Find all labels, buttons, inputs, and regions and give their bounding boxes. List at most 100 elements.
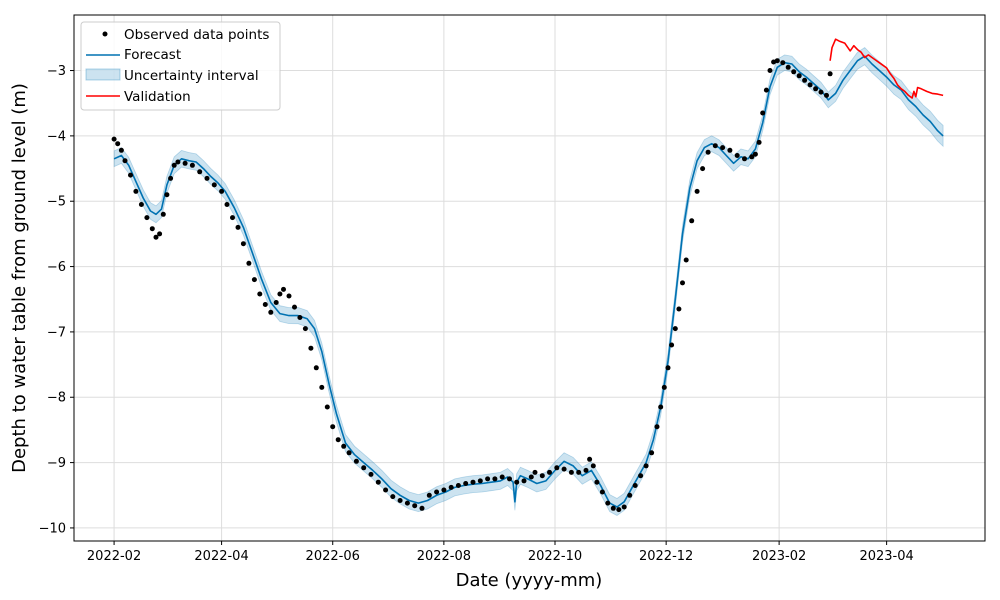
legend-label-validation: Validation [124,89,191,105]
observed-point [353,458,359,464]
observed-point [605,500,611,506]
observed-point [499,474,505,480]
observed-point [426,492,432,498]
observed-point [463,481,469,486]
observed-point [767,68,773,73]
observed-point [621,504,627,510]
forecast-line [113,55,944,508]
observed-point [175,159,181,165]
observed-point [616,507,622,513]
observed-point [262,302,268,307]
observed-point [638,473,644,479]
observed-point [649,450,655,456]
observed-point [547,469,552,475]
observed-point [774,58,780,64]
plot-frame [73,14,986,542]
observed-point [157,231,163,237]
observed-point [383,487,389,493]
observed-point [528,474,534,480]
observed-point [643,463,649,469]
observed-point [734,153,740,158]
uncertainty-band [113,46,944,516]
observed-point [412,503,418,509]
observed-point [189,162,195,168]
observed-point [587,456,593,462]
observed-point [785,64,791,70]
observed-point [330,424,336,430]
observed-point [128,172,133,178]
observed-point [727,147,733,153]
observed-point [694,188,700,194]
observed-point [700,166,706,172]
observed-point [760,110,766,116]
observed-point [590,463,596,469]
y-tick-label: −4 [47,129,66,144]
observed-point [118,147,124,153]
observed-point [791,69,797,75]
observed-point [419,505,425,511]
observed-point [164,192,170,198]
legend-label-observed: Observed data points [124,27,269,43]
observed-point [507,476,512,482]
observed-point [561,466,567,472]
observed-point [230,215,235,221]
observed-point [204,175,210,181]
observed-point [160,211,166,217]
observed-point [168,175,174,181]
observed-point [672,326,678,332]
observed-point [742,156,747,162]
observed-point [818,89,824,95]
observed-point [346,450,352,456]
observed-point [576,469,582,475]
observed-point [594,479,600,485]
observed-point [286,293,292,299]
observed-point [390,494,396,500]
observed-point [599,489,605,495]
observed-point [514,479,520,485]
observed-point [153,234,159,240]
observed-point [133,188,139,194]
grid-layer [74,15,985,541]
observed-point [251,277,257,283]
legend-marker-observed [102,31,108,37]
observed-point [477,478,483,484]
observed-point [268,309,274,315]
observed-point [568,469,574,475]
observed-point [532,469,538,475]
observed-point [144,215,150,221]
observed-point [632,483,638,488]
observed-point [115,141,121,147]
observed-point [313,365,319,371]
legend-patch-uncertainty [85,68,121,81]
observed-points-layer [111,58,833,513]
observed-point [122,158,128,164]
observed-point [492,476,498,482]
y-tick-label: −10 [39,521,66,536]
observed-point [610,505,616,511]
y-tick-label: −8 [47,391,66,406]
observed-point [297,315,303,320]
observed-point [807,82,813,88]
observed-point [583,467,589,473]
x-tick-label: 2022-02 [87,549,141,564]
observed-point [554,465,560,471]
observed-point [292,304,297,310]
legend: Observed data points Forecast Uncertaint… [80,21,281,111]
validation-line [829,38,944,99]
observed-point [680,280,685,286]
observed-point [397,498,403,503]
observed-point [720,145,726,151]
observed-point [197,169,203,175]
observed-point [434,489,440,495]
y-tick-label: −6 [47,260,66,275]
observed-point [368,471,374,477]
observed-point [763,87,769,93]
observed-point [246,260,252,266]
observed-point [235,224,241,230]
y-axis-title: Depth to water table from ground level (… [9,83,30,473]
validation-line-layer [829,38,944,99]
observed-point [224,202,230,207]
observed-point [661,384,667,390]
observed-point [802,77,808,83]
